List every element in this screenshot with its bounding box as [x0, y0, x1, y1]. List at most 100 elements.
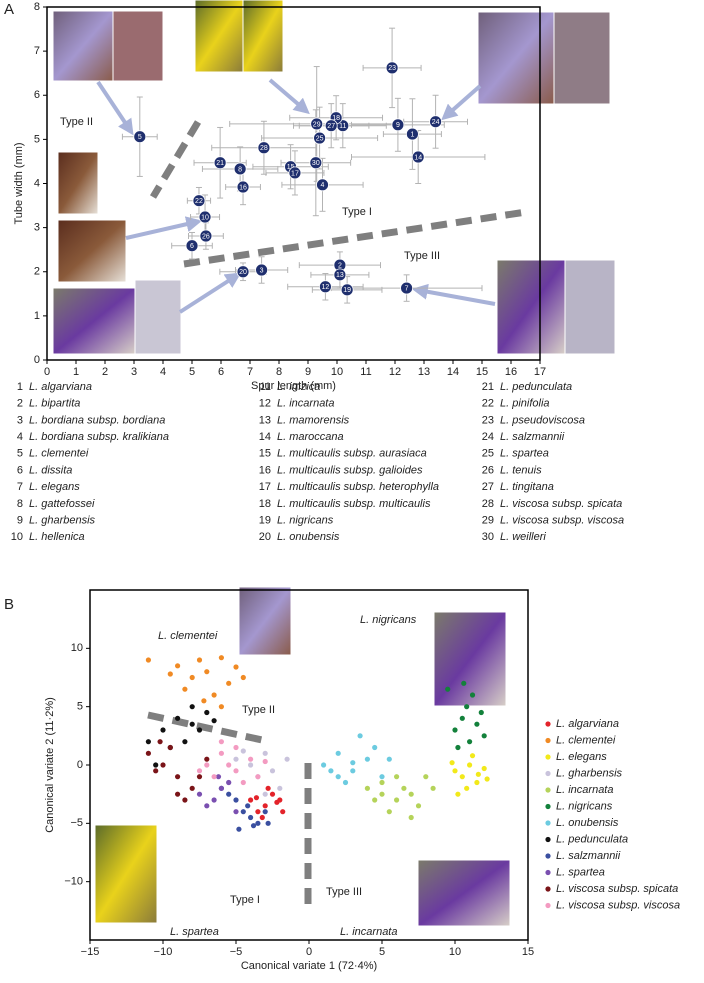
- legend-marker: [545, 770, 551, 777]
- point-label: 20: [239, 269, 247, 276]
- annotation: L. incarnata: [340, 926, 397, 938]
- species-name: L. pinifolia: [500, 398, 550, 410]
- point-label: 24: [432, 119, 440, 126]
- point-label: 15: [287, 164, 295, 171]
- x-tick-label: 15: [522, 946, 534, 958]
- point: [213, 156, 227, 170]
- point: [204, 669, 210, 675]
- point: [226, 762, 232, 768]
- species-name: L. hellenica: [29, 531, 85, 543]
- species-number: 18: [259, 498, 271, 510]
- point: [379, 779, 385, 786]
- species-name: L. onubensis: [277, 531, 340, 543]
- point: [277, 785, 283, 791]
- photo: [433, 611, 507, 707]
- point: [316, 178, 329, 192]
- point: [400, 281, 414, 295]
- y-tick-label: 10: [71, 642, 83, 654]
- point: [248, 756, 254, 762]
- point: [342, 779, 349, 786]
- point: [233, 744, 239, 751]
- point: [236, 826, 242, 832]
- arrow: [411, 283, 496, 306]
- point: [474, 779, 480, 786]
- x-tick-label: −10: [154, 946, 173, 958]
- point: [429, 115, 443, 129]
- legend-marker: [545, 754, 551, 760]
- y-tick-label: 0: [34, 354, 40, 366]
- x-tick-label: 8: [276, 366, 282, 378]
- point: [196, 657, 203, 663]
- point: [250, 823, 257, 829]
- point: [459, 715, 465, 721]
- point: [391, 118, 405, 132]
- point: [240, 809, 246, 815]
- point-label: 16: [239, 184, 247, 191]
- species-number: 8: [17, 498, 23, 510]
- point: [233, 809, 239, 815]
- annotation: Type II: [242, 704, 275, 716]
- point: [408, 791, 414, 797]
- point: [474, 721, 480, 727]
- legend-label: L. salzmannii: [556, 850, 621, 862]
- photo: [238, 586, 292, 656]
- point: [318, 280, 332, 294]
- species-name: L. pedunculata: [500, 381, 572, 393]
- point: [248, 814, 254, 821]
- x-tick-label: 11: [360, 366, 371, 378]
- point: [204, 803, 210, 809]
- point: [445, 686, 451, 692]
- point: [182, 739, 188, 745]
- point: [245, 803, 251, 809]
- legend-marker: [545, 737, 551, 744]
- point: [175, 774, 181, 780]
- x-tick-label: 17: [534, 366, 546, 378]
- point: [364, 756, 370, 762]
- point: [310, 117, 324, 131]
- x-tick-label: 14: [447, 366, 459, 378]
- legend-marker: [545, 836, 551, 843]
- point-label: 23: [388, 65, 396, 72]
- species-number: 12: [259, 398, 271, 410]
- point: [324, 119, 338, 133]
- point: [257, 141, 271, 155]
- species-name: L. gattefossei: [29, 498, 95, 510]
- legend-label: L. pedunculata: [556, 833, 628, 845]
- separator: [183, 208, 527, 268]
- point: [204, 762, 210, 768]
- point: [211, 774, 217, 780]
- species-name: L. salzmannii: [500, 431, 565, 443]
- point: [192, 194, 206, 208]
- point: [201, 698, 207, 704]
- x-tick-label: 9: [305, 366, 311, 378]
- point: [211, 797, 217, 803]
- species-name: L. algarviana: [29, 381, 92, 393]
- species-number: 9: [17, 515, 23, 527]
- point: [153, 762, 159, 768]
- y-tick-label: 8: [34, 1, 40, 13]
- point: [459, 774, 465, 780]
- arrow: [268, 78, 310, 115]
- point: [475, 771, 481, 777]
- point: [386, 809, 392, 815]
- y-tick-label: 6: [34, 89, 40, 101]
- point: [408, 814, 414, 821]
- point: [160, 762, 166, 768]
- photo: [242, 0, 284, 73]
- point-label: 26: [202, 233, 210, 240]
- point-label: 19: [343, 287, 351, 294]
- point: [455, 744, 461, 751]
- legend-marker: [545, 886, 551, 892]
- annotation: Type I: [342, 206, 372, 218]
- legend-label: L. spartea: [556, 866, 605, 878]
- point: [233, 797, 239, 803]
- species-number: 24: [482, 431, 494, 443]
- species-number: 25: [482, 448, 494, 460]
- point: [372, 744, 378, 751]
- point: [452, 727, 458, 733]
- species-number: 14: [259, 431, 271, 443]
- y-tick-label: 7: [34, 45, 40, 57]
- y-tick-label: 0: [77, 759, 83, 771]
- point: [175, 715, 181, 721]
- point: [379, 774, 385, 780]
